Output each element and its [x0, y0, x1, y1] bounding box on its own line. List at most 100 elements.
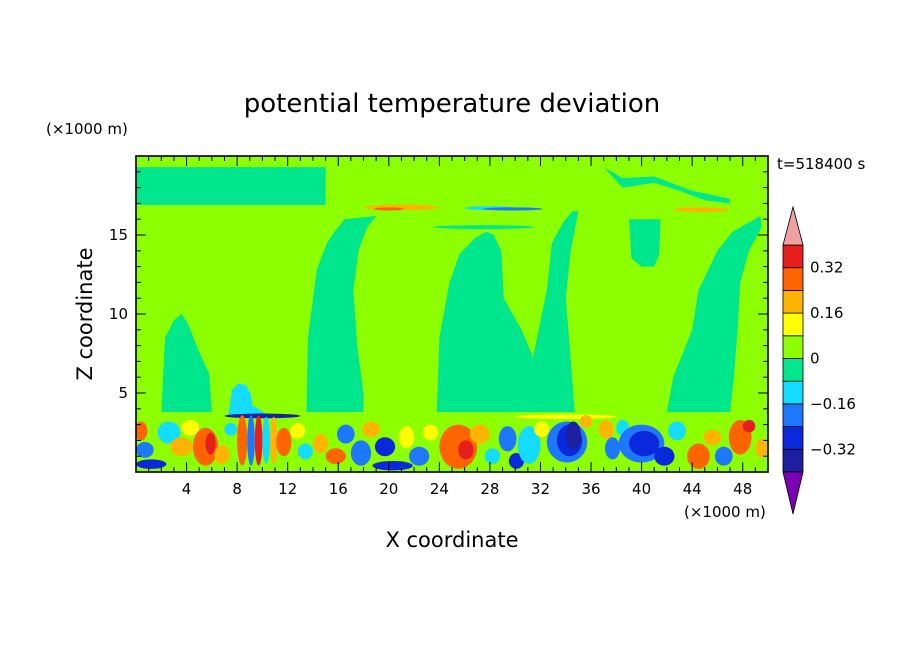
colorbar-tick-label: −0.32 [810, 440, 856, 458]
colorbar-band [782, 403, 804, 427]
contour-blob [458, 440, 474, 460]
colorbar-band [782, 358, 804, 382]
colorbar-band [782, 312, 804, 337]
plot-area [136, 156, 768, 472]
x-tick-label: 48 [733, 480, 752, 498]
contour-blob [654, 446, 675, 466]
x-tick-label: 16 [329, 480, 348, 498]
x-tick-label: 8 [232, 480, 242, 498]
contour-blob [276, 427, 292, 457]
colorbar-band [782, 289, 804, 314]
contour-region [433, 225, 535, 229]
contour-blob [742, 419, 756, 433]
contour-blob [409, 446, 430, 466]
contour-blob [181, 419, 200, 436]
contour-blob [565, 421, 581, 450]
x-tick-label: 28 [480, 480, 499, 498]
contour-blob [422, 424, 439, 441]
contour-blob [136, 459, 167, 469]
x-unit-label: (×1000 m) [684, 503, 766, 521]
colorbar-band [782, 380, 804, 405]
contour-blob [290, 423, 306, 439]
contour-blob [157, 421, 181, 444]
contour-blob [598, 419, 614, 439]
colorbar-band [782, 335, 804, 359]
contour-blob [237, 415, 248, 466]
contour-blob [362, 421, 380, 438]
contour-blob [469, 424, 490, 444]
contour-region [161, 314, 212, 412]
contour-region [482, 207, 544, 211]
contour-blob [374, 437, 396, 457]
contour-blob [136, 421, 148, 441]
y-tick-label: 5 [118, 384, 128, 402]
colorbar-band [782, 448, 804, 473]
colorbar-tick-label: 0.16 [810, 304, 843, 322]
contour-blob [755, 438, 768, 458]
colorbar-tick-label: −0.16 [810, 395, 856, 413]
contour-blob [714, 446, 733, 466]
x-tick-label: 20 [379, 480, 398, 498]
contour-region [666, 216, 762, 412]
contour-blob [604, 437, 621, 460]
x-tick-label: 4 [182, 480, 192, 498]
contour-blob [579, 415, 593, 428]
x-tick-label: 32 [531, 480, 550, 498]
x-tick-label: 44 [683, 480, 702, 498]
y-tick-label: 10 [109, 305, 128, 323]
contour-region [629, 219, 661, 267]
contour-blob [336, 424, 355, 444]
contour-blob [136, 441, 154, 458]
contour-region [515, 414, 617, 420]
contour-blob [628, 430, 660, 457]
colorbar: 0.32 0.16 0 −0.16 −0.32 [782, 205, 856, 515]
contour-blob [484, 448, 501, 465]
colorbar-band [782, 267, 804, 291]
x-tick-label: 12 [278, 480, 297, 498]
contour-blob [498, 426, 517, 452]
y-axis-label: Z coordinate [73, 247, 97, 380]
contour-blob [269, 416, 278, 465]
y-tick-label: 15 [109, 226, 128, 244]
contour-region [436, 231, 538, 412]
x-tick-label: 24 [430, 480, 449, 498]
x-tick-label: 40 [632, 480, 651, 498]
contour-blob [517, 426, 541, 465]
colorbar-arrow-top [782, 205, 804, 246]
contour-blob [668, 421, 686, 441]
contour-blob [205, 432, 216, 455]
contour-region [136, 167, 326, 205]
colorbar-band [782, 244, 804, 269]
contour-region [228, 383, 269, 416]
colorbar-tick-label: 0.32 [810, 259, 843, 277]
contour-region [578, 162, 731, 204]
x-tick-label: 36 [581, 480, 600, 498]
contour-region [306, 216, 377, 412]
contour-blob [325, 448, 346, 465]
contour-blob [170, 437, 193, 457]
contour-blob [262, 416, 270, 465]
contour-blob [247, 415, 255, 466]
contour-blob [312, 434, 329, 454]
contour-blob [224, 423, 238, 436]
colorbar-tick-label: 0 [810, 350, 820, 368]
contour-region [521, 211, 579, 412]
contour-blob [297, 443, 313, 460]
x-axis-label: X coordinate [385, 528, 518, 552]
y-unit-label: (×1000 m) [46, 120, 128, 138]
contour-blob [398, 426, 415, 449]
contour-blob [687, 443, 710, 469]
colorbar-band [782, 426, 804, 450]
contour-region [673, 207, 729, 213]
contour-region [373, 207, 404, 211]
time-label: t=518400 s [777, 155, 865, 173]
contour-region [224, 413, 301, 419]
contour-blob [372, 460, 413, 471]
chart-title: potential temperature deviation [244, 89, 660, 119]
contour-blob [534, 421, 550, 438]
contour-blob [703, 429, 722, 446]
contour-blob [254, 415, 263, 466]
contour-blob [350, 440, 372, 466]
